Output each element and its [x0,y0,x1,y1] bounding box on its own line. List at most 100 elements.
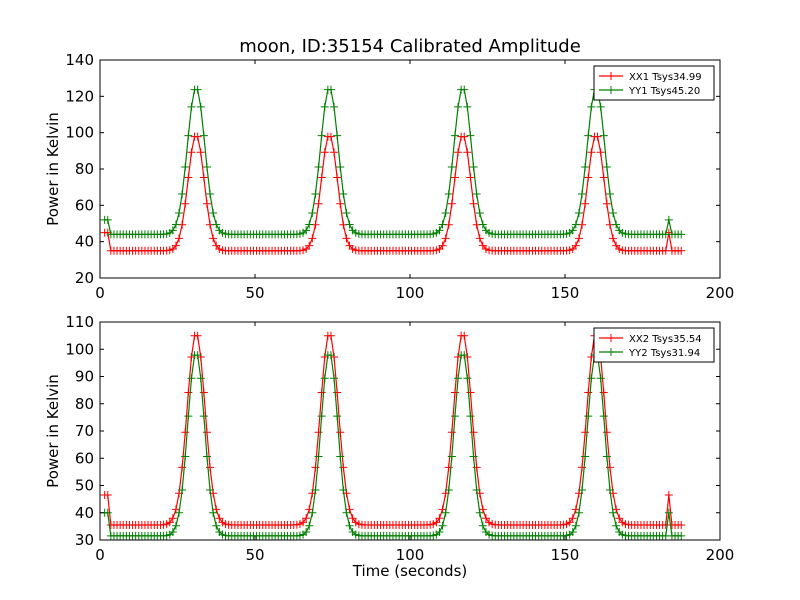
data-point [584,173,593,182]
y-tick-label: 40 [75,504,94,522]
data-point [320,148,329,157]
data-point [317,388,326,397]
data-point [193,132,202,141]
top-panel: 0 50 100 150 200 20 40 60 80 100 120 140 Power in Ke… [44,51,734,302]
y-tick-label: 110 [65,313,94,331]
legend: XX2 Tsys35.54 YY2 Tsys31.94 [593,327,715,363]
x-tick-label: 50 [245,546,264,564]
data-point [587,148,596,157]
data-point [103,491,112,500]
data-point [450,173,459,182]
data-point [199,131,208,140]
data-point [615,514,624,523]
data-point [320,102,329,111]
data-point [187,148,196,157]
data-point [215,514,224,523]
y-axis-label: Power in Kelvin [44,112,62,226]
data-point [199,412,208,421]
data-point [305,521,314,530]
y-tick-label: 40 [75,233,94,251]
data-point [574,508,583,517]
x-tick-label: 150 [551,284,580,302]
data-point [677,230,686,239]
data-point [320,374,329,383]
data-point [336,163,345,172]
data-point [463,102,472,111]
data-point [664,491,673,500]
data-point [202,199,211,208]
x-tick-label: 0 [95,284,105,302]
data-point [339,486,348,495]
data-point [345,220,354,229]
data-point [438,220,447,229]
data-point [317,173,326,182]
bottom-panel: 0 50 100 150 200 30 40 50 60 70 80 90 100 110 Power in… [44,313,734,564]
data-point [466,412,475,421]
data-point [599,131,608,140]
data-point [460,351,469,360]
data-point [472,486,481,495]
data-point [664,215,673,224]
data-point [184,131,193,140]
data-point [450,388,459,397]
data-point [460,331,469,340]
y-axis-label: Power in Kelvin [44,374,62,488]
data-point [305,241,314,250]
data-point [609,234,618,243]
data-point [348,514,357,523]
data-point [475,234,484,243]
data-point [596,374,605,383]
data-point [317,131,326,140]
data-point [584,131,593,140]
data-point [447,428,456,437]
data-point [103,508,112,517]
data-point [460,132,469,141]
y-tick-label: 70 [75,422,94,440]
series-markers [100,85,686,239]
data-point [178,486,187,495]
data-point [311,189,320,198]
data-point [171,220,180,229]
data-point [193,331,202,340]
data-point [212,220,221,229]
data-point [175,508,184,517]
data-point [441,508,450,517]
x-tick-label: 100 [396,546,425,564]
data-point [175,209,184,218]
data-point [609,209,618,218]
y-tick-label: 60 [75,449,94,467]
y-tick-label: 90 [75,368,94,386]
data-point [196,148,205,157]
data-point [212,521,221,530]
y-tick-label: 30 [75,531,94,549]
legend-label: YY1 Tsys45.20 [628,86,700,97]
data-point [475,508,484,517]
data-point [209,508,218,517]
x-tick-label: 0 [95,546,105,564]
data-point [345,521,354,530]
data-point [299,518,308,527]
data-point [314,199,323,208]
data-point [103,215,112,224]
data-point [466,388,475,397]
data-point [568,528,577,537]
data-point [475,209,484,218]
legend-label: XX1 Tsys34.99 [629,72,702,83]
data-point [602,452,611,461]
data-point [202,163,211,172]
data-point [330,102,339,111]
data-point [168,226,177,235]
data-point [587,102,596,111]
data-point [193,351,202,360]
data-point [168,514,177,523]
x-tick-label: 100 [396,284,425,302]
data-point [568,226,577,235]
data-point [302,226,311,235]
data-point [333,412,342,421]
data-point [478,220,487,229]
y-tick-label: 80 [75,395,94,413]
data-point [602,428,611,437]
data-point [612,220,621,229]
data-point [333,131,342,140]
data-point [342,209,351,218]
